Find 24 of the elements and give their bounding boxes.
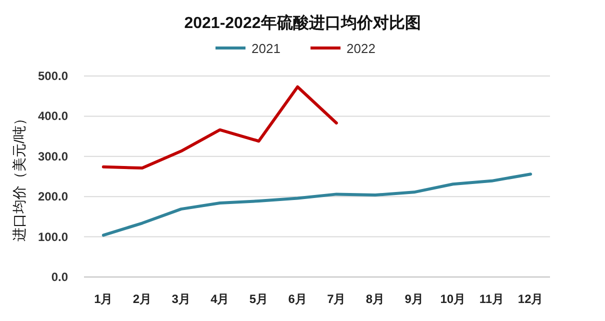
line-series (102, 172, 532, 237)
chart-title: 2021-2022年硫酸进口均价对比图 (184, 14, 421, 32)
legend-label: 2022 (346, 41, 376, 56)
x-tick-label: 3月 (172, 292, 190, 306)
x-tick-label: 7月 (327, 292, 346, 306)
x-tick-label: 2月 (132, 292, 152, 306)
x-tick-label: 1月 (94, 292, 113, 306)
y-tick-label: 0.0 (51, 270, 68, 284)
x-tick-label: 10月 (440, 292, 466, 306)
x-tick-label: 6月 (288, 292, 307, 306)
y-tick-label: 100.0 (38, 230, 68, 244)
line-series (102, 85, 338, 170)
y-axis-title: 进口均价（美元/吨） (11, 112, 27, 242)
x-tick-label: 4月 (210, 292, 230, 306)
y-tick-label: 200.0 (38, 190, 68, 204)
legend-label: 2021 (252, 41, 280, 56)
x-tick-label: 5月 (249, 292, 268, 306)
x-tick-label: 12月 (518, 292, 544, 306)
x-tick-label: 9月 (404, 292, 424, 306)
y-tick-label: 400.0 (38, 109, 68, 124)
x-tick-label: 8月 (366, 292, 385, 306)
x-tick-label: 11月 (479, 292, 504, 306)
y-tick-label: 300.0 (38, 149, 68, 164)
y-tick-label: 500.0 (38, 69, 68, 83)
